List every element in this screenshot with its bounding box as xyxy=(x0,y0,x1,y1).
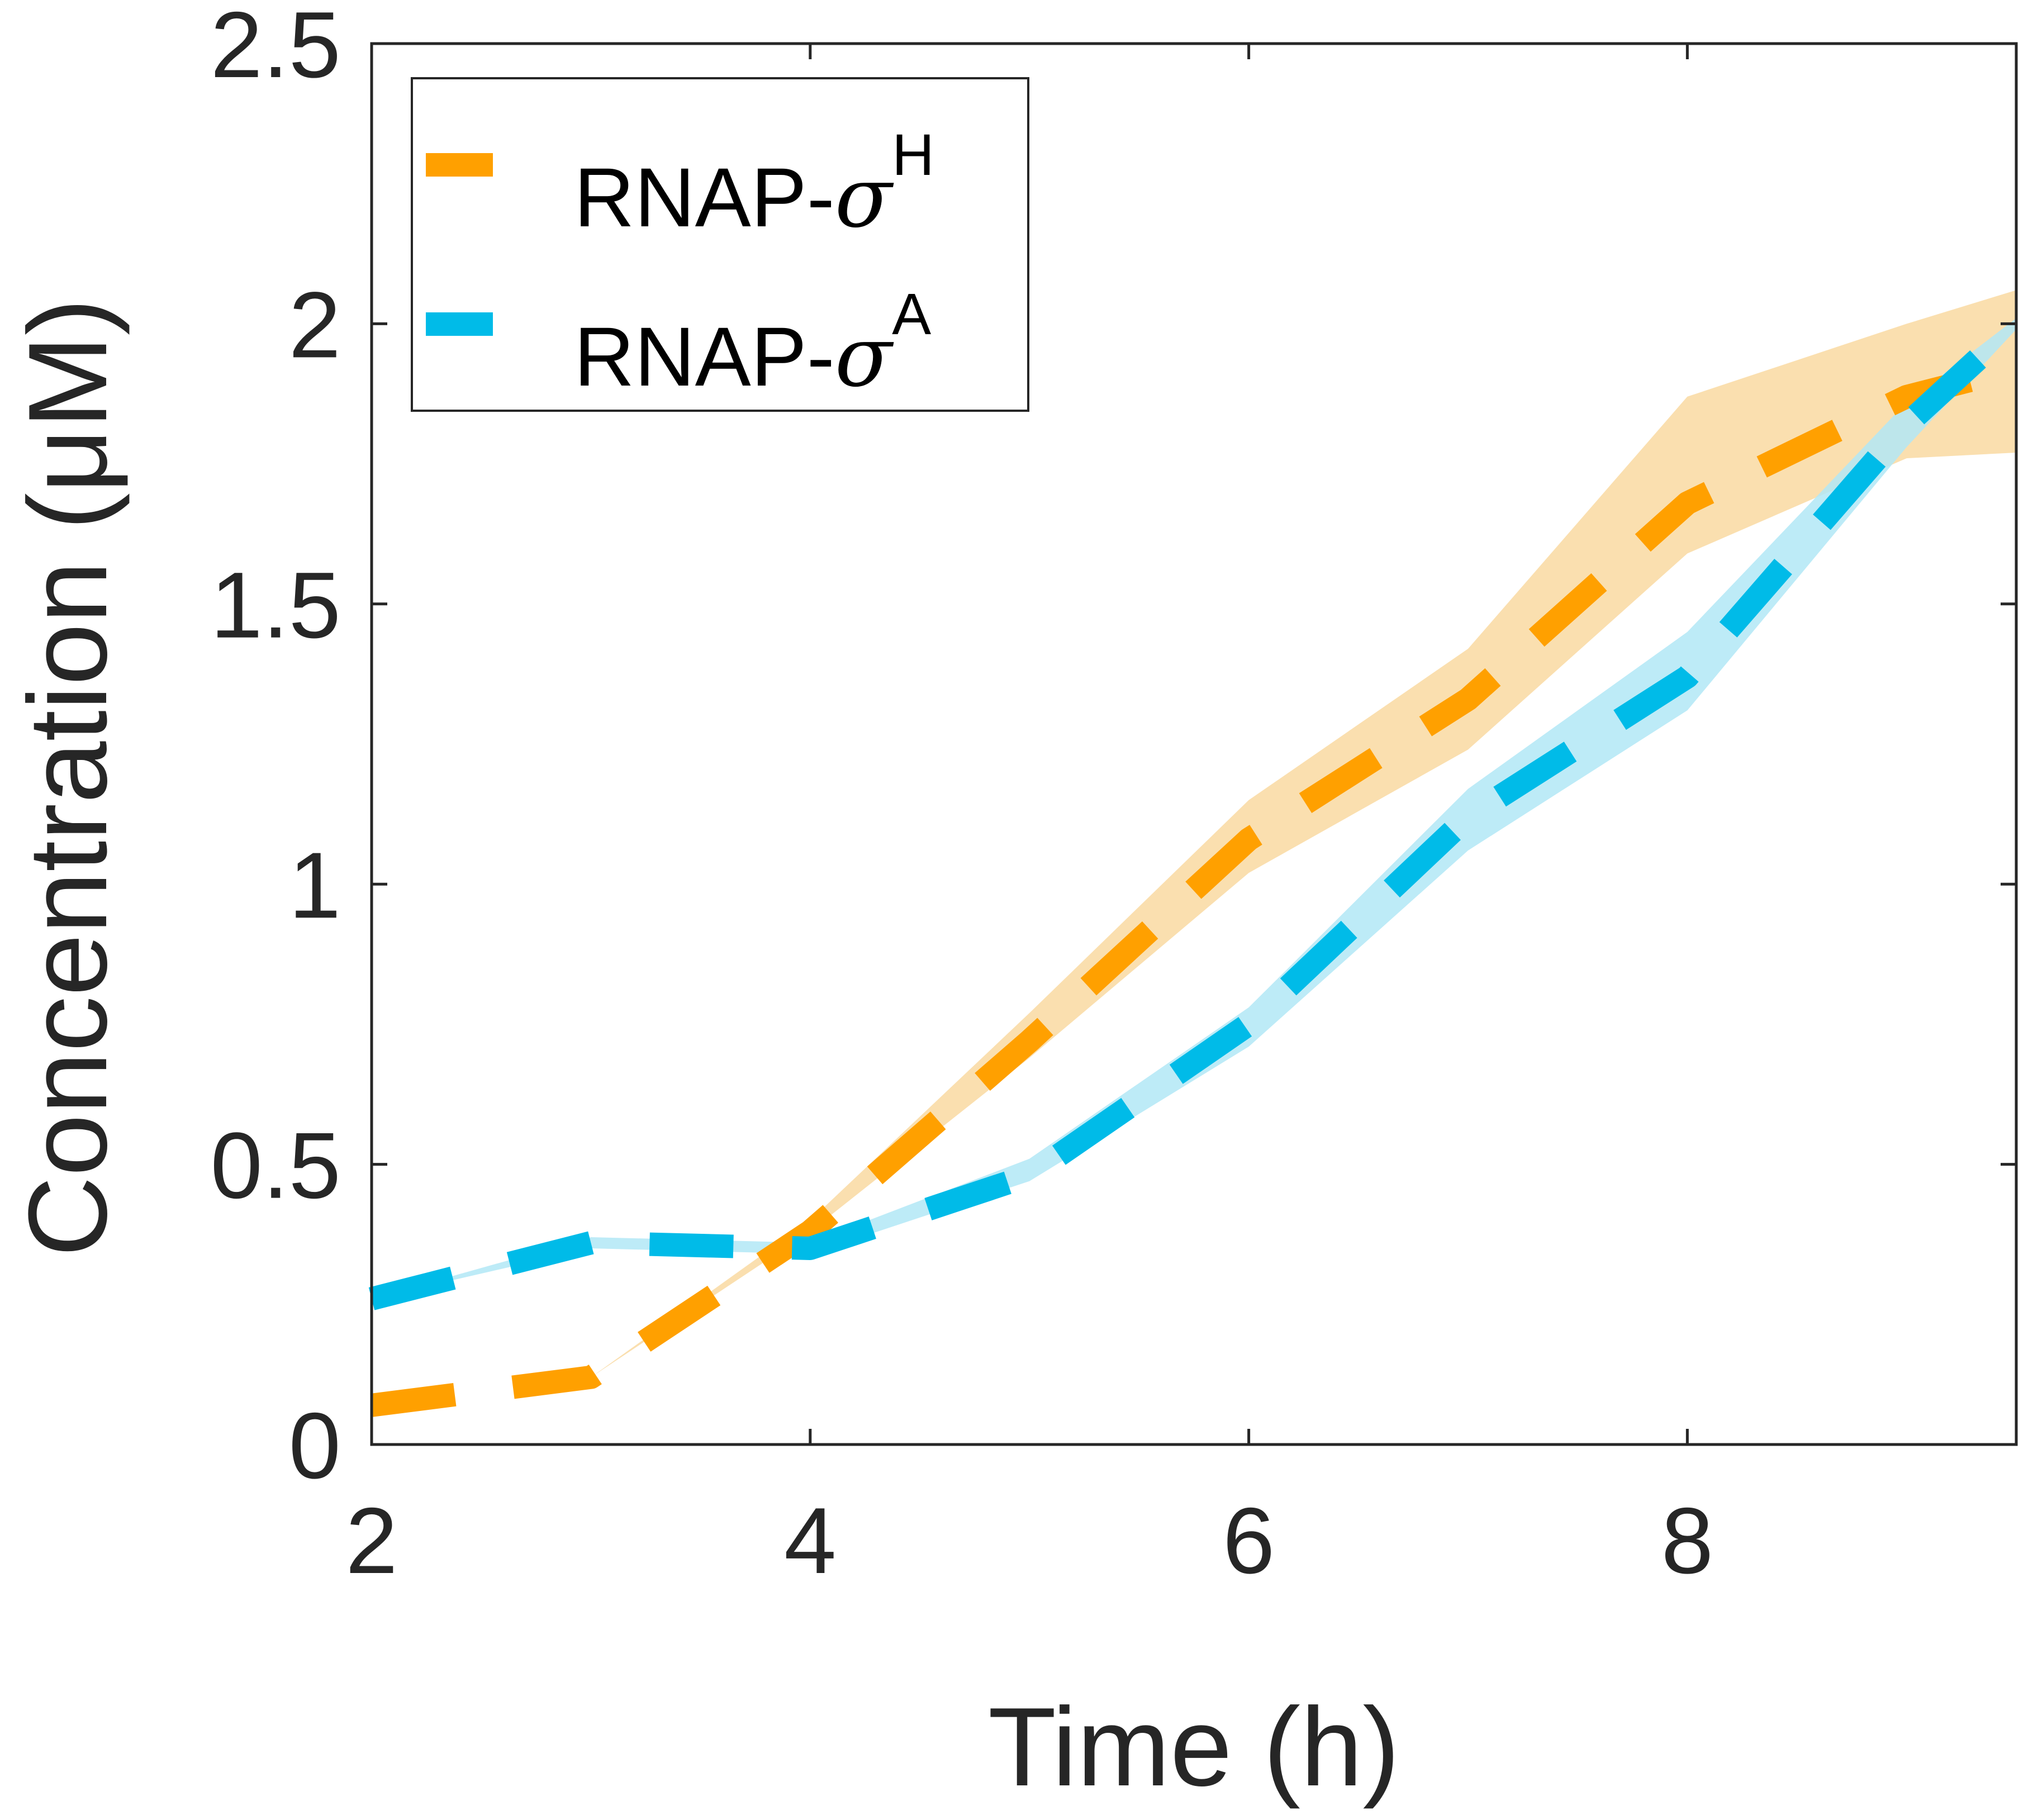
y-tick-label: 1 xyxy=(289,833,341,938)
x-tick-label: 8 xyxy=(1661,1488,1713,1593)
plot-frame xyxy=(370,42,2018,1446)
x-tick-label: 6 xyxy=(1223,1488,1275,1593)
x-axis-title: Time (h) xyxy=(988,1685,1400,1809)
x-tick-label: 2 xyxy=(345,1488,397,1593)
y-tick-label: 1.5 xyxy=(210,553,341,658)
y-axis-title: Concentration (μM) xyxy=(6,298,130,1257)
y-tick-label: 2.5 xyxy=(210,0,341,97)
series-lines xyxy=(368,315,2025,1417)
legend: RNAP-σH RNAP-σA xyxy=(411,77,1029,412)
confidence-band-1 xyxy=(372,290,2016,1405)
x-tick-label: 4 xyxy=(784,1488,836,1593)
axis-ticks xyxy=(370,42,2016,1446)
series-line-2 xyxy=(368,315,2025,1310)
y-tick-label: 2 xyxy=(289,272,341,377)
confidence-bands xyxy=(372,290,2016,1405)
tick-labels: 2 4 6 8 0 0.5 1 1.5 2 2.5 xyxy=(210,0,1713,1593)
series-line-1 xyxy=(370,357,2020,1417)
y-tick-label: 0 xyxy=(289,1393,341,1498)
legend-label-2: RNAP-σA xyxy=(574,282,931,406)
legend-box xyxy=(411,77,1029,412)
legend-label-1: RNAP-σH xyxy=(574,122,934,246)
y-tick-label: 0.5 xyxy=(210,1113,341,1218)
